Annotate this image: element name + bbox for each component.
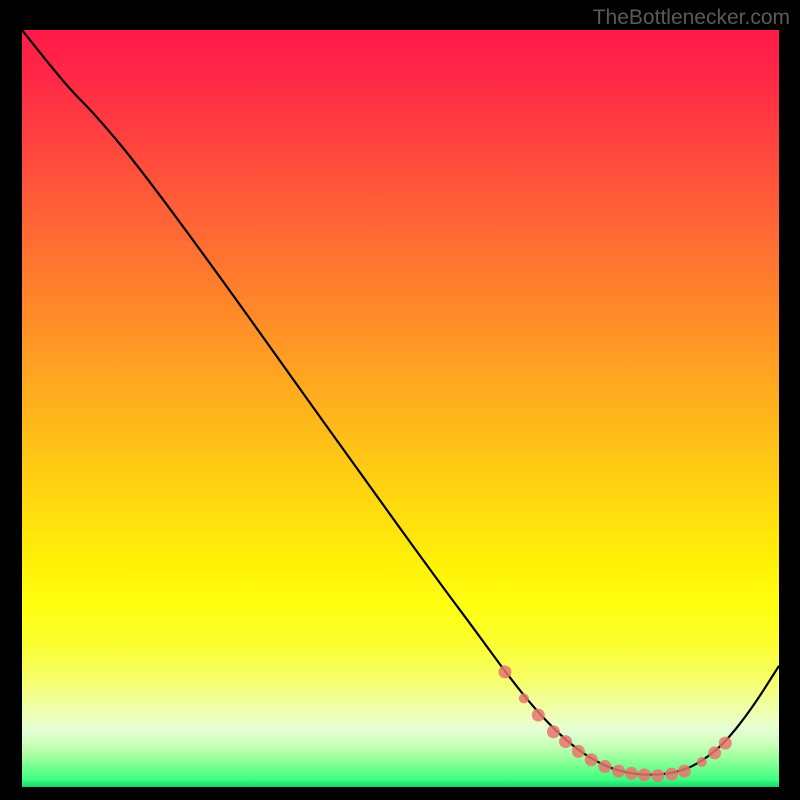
watermark-text: TheBottlenecker.com <box>593 6 790 30</box>
curve-marker <box>638 768 651 781</box>
curve-marker <box>585 753 598 766</box>
curve-marker <box>651 769 664 782</box>
bottleneck-curve <box>22 30 779 775</box>
curve-marker <box>547 725 560 738</box>
bottleneck-chart <box>22 30 779 787</box>
curve-marker <box>719 737 732 750</box>
curve-marker <box>708 746 721 759</box>
curve-marker <box>498 665 511 678</box>
curve-marker <box>519 693 529 703</box>
chart-curve-layer <box>22 30 779 787</box>
curve-marker <box>697 757 707 767</box>
curve-marker <box>532 709 545 722</box>
curve-marker <box>559 735 572 748</box>
curve-marker <box>612 765 625 778</box>
curve-marker <box>572 745 585 758</box>
curve-marker <box>598 760 611 773</box>
curve-marker <box>625 767 638 780</box>
curve-marker <box>665 768 678 781</box>
curve-marker <box>678 765 691 778</box>
